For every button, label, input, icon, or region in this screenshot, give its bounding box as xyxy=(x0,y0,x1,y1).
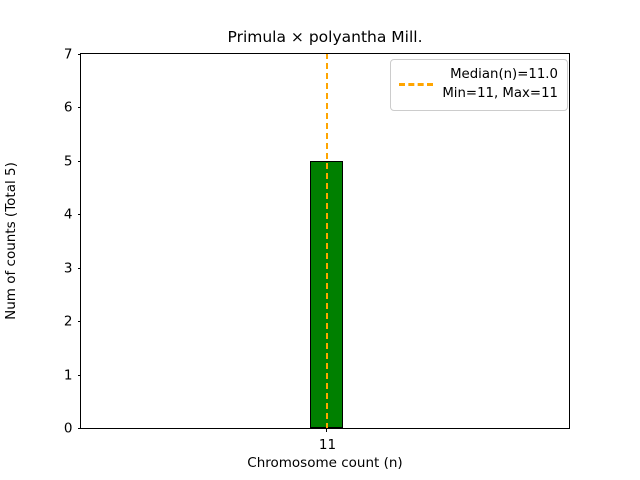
x-tick-label-11: 11 xyxy=(318,436,337,453)
y-tick-label-1: 1 xyxy=(63,366,73,383)
y-tick-5: 5 xyxy=(64,155,81,168)
y-axis-label-text: Num of counts (Total 5) xyxy=(3,162,20,320)
legend-text-block: Median(n)=11.0 Min=11, Max=11 xyxy=(442,66,558,104)
median-line xyxy=(326,54,329,428)
y-tick-label-4: 4 xyxy=(63,206,73,223)
chart-title: Primula × polyantha Mill. xyxy=(227,28,423,46)
legend-dashed-line-icon xyxy=(399,83,434,87)
y-tick-label-3: 3 xyxy=(63,259,73,276)
y-tick-4: 4 xyxy=(64,208,81,221)
y-tick-3: 3 xyxy=(64,261,81,274)
y-tick-6: 6 xyxy=(64,101,81,114)
y-tick-1: 1 xyxy=(64,368,81,381)
y-tick-label-0: 0 xyxy=(63,420,73,437)
y-tick-2: 2 xyxy=(64,315,81,328)
x-tick-11: 11 xyxy=(319,428,336,451)
chart-legend: Median(n)=11.0 Min=11, Max=11 xyxy=(390,59,568,111)
y-tick-0: 0 xyxy=(64,422,81,435)
legend-entry-minmax: Min=11, Max=11 xyxy=(442,85,558,101)
legend-entry-median: Median(n)=11.0 xyxy=(450,67,558,82)
plot-inner xyxy=(81,54,569,428)
y-tick-label-5: 5 xyxy=(63,153,73,170)
y-axis-label: Num of counts (Total 5) xyxy=(0,53,22,429)
y-tick-label-6: 6 xyxy=(63,99,73,116)
y-tick-label-2: 2 xyxy=(63,313,73,330)
y-tick-7: 7 xyxy=(64,48,81,61)
y-tick-label-7: 7 xyxy=(63,46,73,63)
x-axis-label: Chromosome count (n) xyxy=(247,455,403,471)
plot-area: 0 1 2 3 4 5 6 7 11 xyxy=(64,48,570,451)
